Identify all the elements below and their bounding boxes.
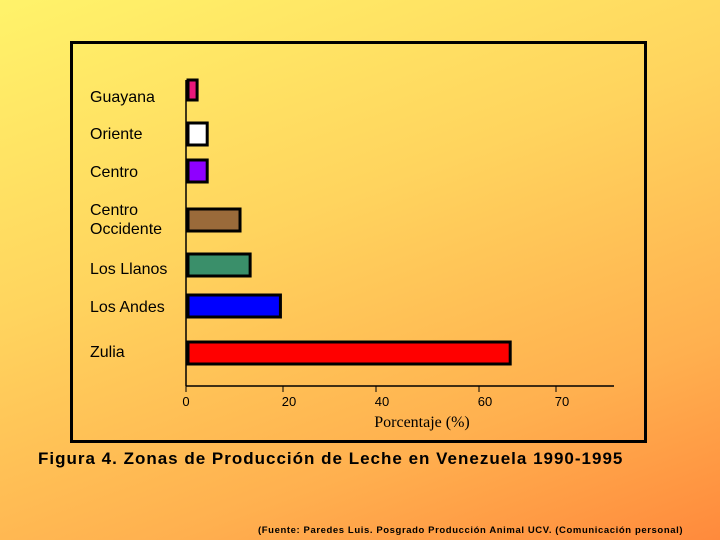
category-label: Los Llanos — [90, 261, 167, 278]
x-tick-label: 70 — [555, 394, 569, 409]
figure-caption: Figura 4. Zonas de Producción de Leche e… — [38, 449, 624, 468]
source-note: (Fuente: Paredes Luis. Posgrado Producci… — [258, 525, 684, 536]
chart-panel — [70, 41, 647, 443]
x-tick-label: 40 — [375, 394, 389, 409]
bar-zulia — [186, 340, 512, 366]
x-axis-title: Porcentaje (%) — [374, 414, 470, 431]
category-label: Los Andes — [90, 299, 165, 316]
category-label: Centro — [90, 164, 138, 181]
x-tick-label: 0 — [182, 394, 189, 409]
bar-guayana — [186, 78, 199, 102]
bar-oriente — [186, 121, 209, 147]
category-label: Centro Occidente — [90, 202, 162, 238]
category-label: Oriente — [90, 126, 143, 143]
category-label: Zulia — [90, 344, 125, 361]
x-tick-label: 60 — [478, 394, 492, 409]
category-label: Guayana — [90, 89, 155, 106]
x-tick-label: 20 — [282, 394, 296, 409]
bar-centro-occidente — [186, 207, 242, 233]
bar-los-llanos — [186, 252, 252, 278]
bar-los-andes — [186, 293, 282, 319]
bar-centro — [186, 158, 209, 184]
